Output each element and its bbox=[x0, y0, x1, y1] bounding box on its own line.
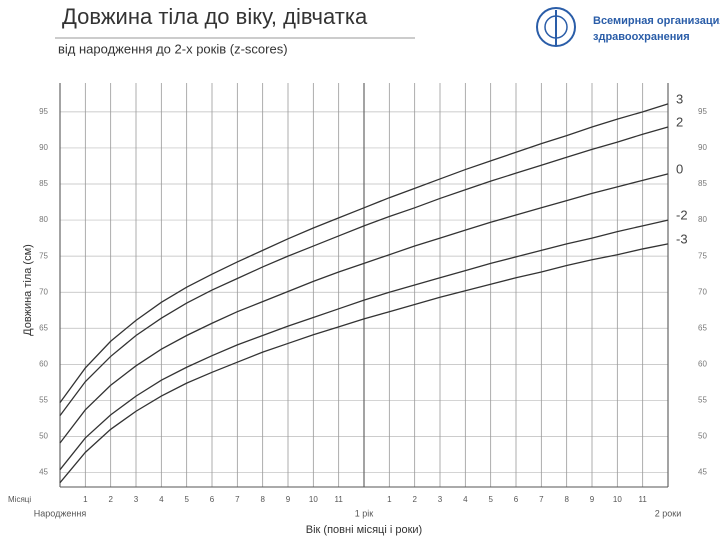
x-tick-label: 6 bbox=[514, 495, 519, 504]
y-tick-label: 85 bbox=[39, 179, 48, 188]
series-line bbox=[59, 173, 669, 444]
y-tick-label: 80 bbox=[698, 215, 707, 224]
y-tick-label: 45 bbox=[39, 468, 48, 477]
y-tick-label: 80 bbox=[39, 215, 48, 224]
x-tick-label: 2 bbox=[108, 495, 113, 504]
x-tick-label: 2 bbox=[412, 495, 417, 504]
x-tick-label: Народження bbox=[34, 508, 87, 518]
x-tick-label: 7 bbox=[539, 495, 544, 504]
x-unit-label: Місяці bbox=[8, 495, 31, 504]
x-tick-label: 3 bbox=[438, 495, 443, 504]
y-tick-label: 95 bbox=[39, 107, 48, 116]
series-label: 2 bbox=[676, 114, 683, 129]
y-tick-label: 60 bbox=[698, 359, 707, 368]
chart-subtitle: від народження до 2-х років (z-scores) bbox=[58, 41, 288, 56]
x-tick-label: 3 bbox=[134, 495, 139, 504]
x-tick-label: 11 bbox=[335, 495, 344, 504]
y-tick-label: 65 bbox=[698, 323, 707, 332]
x-tick-label: 5 bbox=[184, 495, 189, 504]
x-tick-label: 4 bbox=[463, 495, 468, 504]
y-tick-label: 90 bbox=[698, 143, 707, 152]
y-tick-label: 60 bbox=[39, 359, 48, 368]
y-tick-label: 75 bbox=[698, 251, 707, 260]
series-line bbox=[59, 243, 669, 484]
y-tick-label: 45 bbox=[698, 468, 707, 477]
chart-title: Довжина тіла до віку, дівчатка bbox=[62, 4, 368, 29]
x-tick-label: 1 bbox=[387, 495, 392, 504]
x-tick-label: 5 bbox=[488, 495, 493, 504]
x-tick-label: 9 bbox=[286, 495, 291, 504]
x-tick-label: 6 bbox=[210, 495, 215, 504]
y-axis-title: Довжина тіла (см) bbox=[22, 244, 34, 336]
x-tick-label: 1 рік bbox=[355, 508, 374, 518]
x-tick-label: 2 роки bbox=[655, 508, 681, 518]
x-tick-label: 10 bbox=[613, 495, 622, 504]
y-tick-label: 75 bbox=[39, 251, 48, 260]
x-axis-title: Вік (повні місяці і роки) bbox=[306, 524, 422, 536]
y-tick-label: 55 bbox=[39, 396, 48, 405]
y-tick-label: 50 bbox=[698, 432, 707, 441]
y-tick-label: 85 bbox=[698, 179, 707, 188]
series-line bbox=[59, 103, 669, 403]
org-name: Всемирная организация bbox=[593, 15, 720, 27]
series-label: 3 bbox=[676, 91, 683, 106]
org-name: здравоохранения bbox=[593, 31, 690, 43]
y-tick-label: 70 bbox=[698, 287, 707, 296]
series-label: 0 bbox=[676, 161, 683, 176]
x-tick-label: 8 bbox=[260, 495, 265, 504]
series-line bbox=[59, 126, 669, 416]
x-tick-label: 4 bbox=[159, 495, 164, 504]
series-label: -2 bbox=[676, 208, 688, 223]
series-line bbox=[59, 219, 669, 471]
x-tick-label: 11 bbox=[639, 495, 648, 504]
y-tick-label: 70 bbox=[39, 287, 48, 296]
logo bbox=[536, 7, 576, 47]
series-label: -3 bbox=[676, 231, 688, 246]
y-tick-label: 65 bbox=[39, 323, 48, 332]
x-tick-label: 9 bbox=[590, 495, 595, 504]
y-tick-label: 50 bbox=[39, 432, 48, 441]
y-tick-label: 90 bbox=[39, 143, 48, 152]
x-tick-label: 1 bbox=[83, 495, 88, 504]
x-tick-label: 7 bbox=[235, 495, 240, 504]
y-tick-label: 55 bbox=[698, 396, 707, 405]
x-tick-label: 8 bbox=[564, 495, 569, 504]
y-tick-label: 95 bbox=[698, 107, 707, 116]
x-tick-label: 10 bbox=[309, 495, 318, 504]
